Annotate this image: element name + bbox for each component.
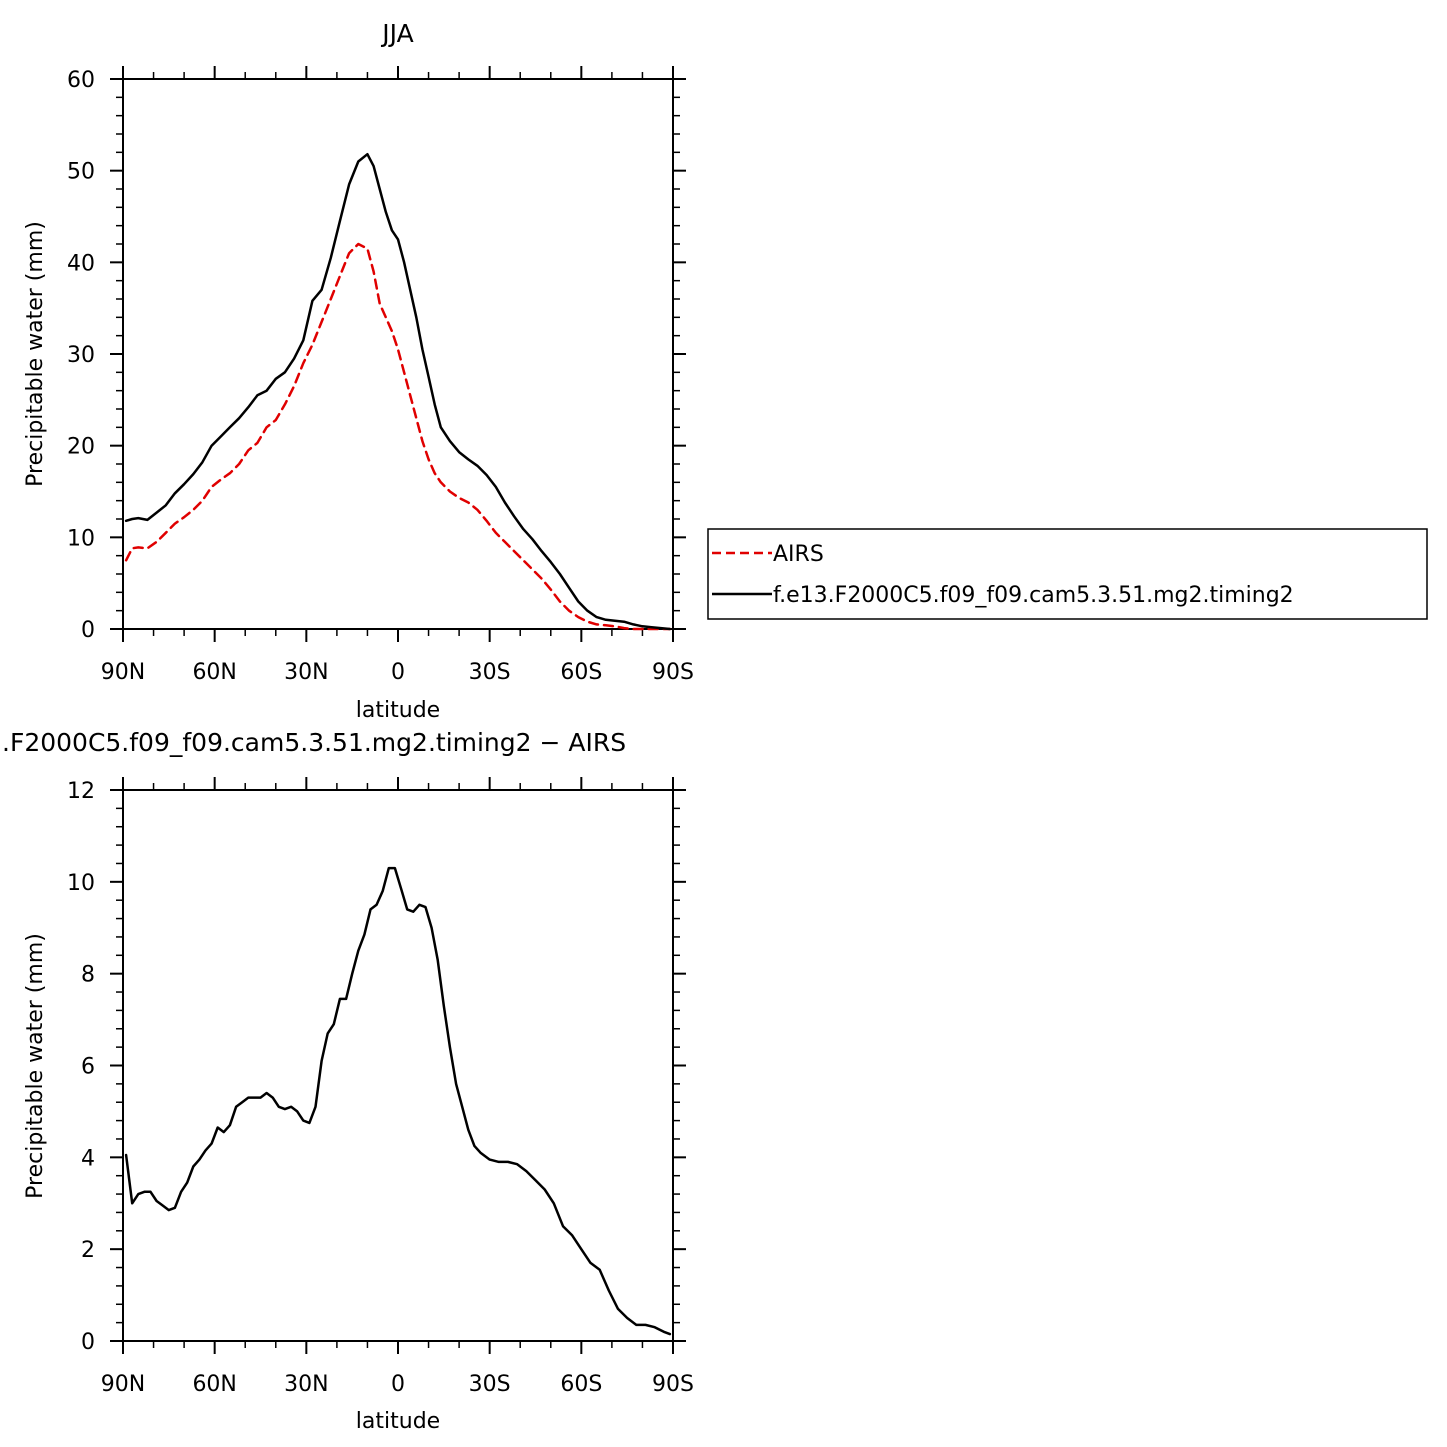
x-tick-label: 90N bbox=[101, 660, 145, 685]
legend-box bbox=[707, 528, 1428, 620]
y-tick-label: 6 bbox=[81, 1055, 95, 1080]
y-tick-label: 60 bbox=[67, 68, 95, 93]
bottom-series-lines bbox=[124, 866, 672, 1336]
legend-label-airs: AIRS bbox=[773, 542, 824, 567]
series-line-0 bbox=[124, 866, 672, 1336]
y-tick-label: 4 bbox=[81, 1146, 95, 1171]
x-tick-label: 0 bbox=[391, 660, 405, 685]
bottom-x-tick-labels: 90N 60N 30N 0 30S 60S 90S bbox=[101, 1372, 694, 1397]
top-panel: JJA 90N 60N 30N 0 30S 60S 90S 0 10 20 30 40 50 60 la… bbox=[23, 19, 694, 723]
top-series-lines bbox=[124, 152, 672, 631]
x-tick-label: 60N bbox=[192, 660, 236, 685]
y-tick-label: 10 bbox=[67, 871, 95, 896]
x-tick-label: 60S bbox=[560, 660, 602, 685]
y-tick-label: 0 bbox=[81, 618, 95, 643]
top-x-tick-labels: 90N 60N 30N 0 30S 60S 90S bbox=[101, 660, 694, 685]
x-tick-label: 90N bbox=[101, 1372, 145, 1397]
bottom-axis-ticks bbox=[110, 777, 686, 1354]
x-tick-label: 30S bbox=[469, 660, 511, 685]
bottom-chart-title: .F2000C5.f09_f09.cam5.3.51.mg2.timing2 −… bbox=[2, 728, 626, 757]
series-line-0 bbox=[124, 242, 672, 631]
y-tick-label: 8 bbox=[81, 963, 95, 988]
y-tick-label: 10 bbox=[67, 526, 95, 551]
bottom-x-axis-label: latitude bbox=[356, 1409, 440, 1434]
x-tick-label: 60S bbox=[560, 1372, 602, 1397]
x-tick-label: 30S bbox=[469, 1372, 511, 1397]
top-x-axis-label: latitude bbox=[356, 698, 440, 723]
bottom-plot-frame bbox=[122, 789, 674, 1342]
x-tick-label: 0 bbox=[391, 1372, 405, 1397]
top-y-tick-labels: 0 10 20 30 40 50 60 bbox=[67, 68, 95, 643]
y-tick-label: 2 bbox=[81, 1238, 95, 1263]
legend: AIRS f.e13.F2000C5.f09_f09.cam5.3.51.mg2… bbox=[707, 528, 1428, 620]
top-chart-title: JJA bbox=[380, 19, 413, 48]
y-tick-label: 12 bbox=[67, 779, 95, 804]
y-tick-label: 50 bbox=[67, 160, 95, 185]
y-tick-label: 0 bbox=[81, 1330, 95, 1355]
x-tick-label: 30N bbox=[284, 660, 328, 685]
top-axis-ticks bbox=[110, 66, 686, 642]
x-tick-label: 90S bbox=[652, 1372, 694, 1397]
y-tick-label: 40 bbox=[67, 251, 95, 276]
x-tick-label: 90S bbox=[652, 660, 694, 685]
top-y-axis-label: Precipitable water (mm) bbox=[23, 221, 48, 487]
bottom-y-axis-label: Precipitable water (mm) bbox=[23, 933, 48, 1199]
legend-label-model: f.e13.F2000C5.f09_f09.cam5.3.51.mg2.timi… bbox=[773, 583, 1294, 608]
x-tick-label: 60N bbox=[192, 1372, 236, 1397]
y-tick-label: 20 bbox=[67, 435, 95, 460]
bottom-y-tick-labels: 0 2 4 6 8 10 12 bbox=[67, 779, 95, 1355]
y-tick-label: 30 bbox=[67, 343, 95, 368]
bottom-panel: .F2000C5.f09_f09.cam5.3.51.mg2.timing2 −… bbox=[2, 728, 694, 1434]
series-line-1 bbox=[124, 152, 672, 631]
x-tick-label: 30N bbox=[284, 1372, 328, 1397]
